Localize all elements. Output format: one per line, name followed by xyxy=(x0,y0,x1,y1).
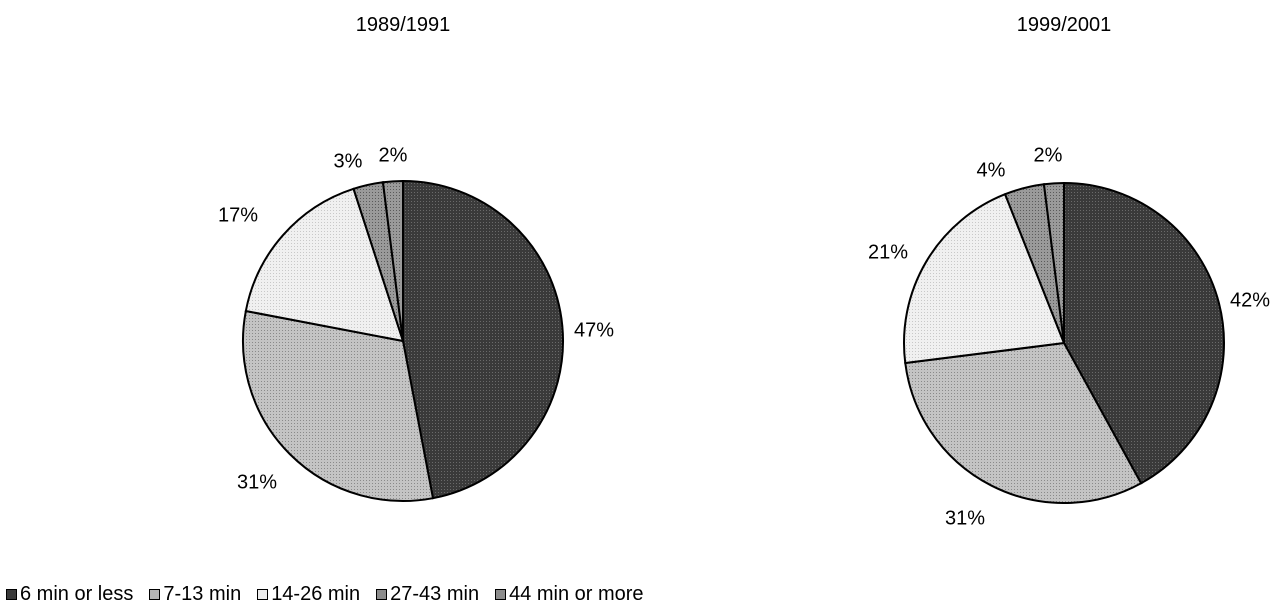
legend-label: 6 min or less xyxy=(20,582,134,605)
legend-swatch xyxy=(376,588,388,600)
legend-item: 7-13 min xyxy=(149,583,241,606)
pie-slice-label: 17% xyxy=(218,204,258,226)
legend-label: 14-26 min xyxy=(271,582,361,605)
legend-label: 7-13 min xyxy=(163,582,242,605)
legend-item: 27-43 min xyxy=(376,583,479,606)
legend-swatch xyxy=(149,588,161,600)
pie-slice-label: 4% xyxy=(977,159,1006,181)
legend-label: 27-43 min xyxy=(390,582,480,605)
pie-slice xyxy=(402,179,565,500)
pie-slice xyxy=(1063,181,1225,485)
legend-swatch xyxy=(495,588,507,600)
pie-slice xyxy=(244,187,405,343)
pie-slice-label: 2% xyxy=(1034,144,1063,166)
pie-slice-label: 2% xyxy=(379,144,408,166)
legend: 6 min or less 7-13 min 14-26 min 27-43 min 4… xyxy=(6,582,660,606)
pie-slice xyxy=(904,341,1143,504)
pie-title: 1989/1991 xyxy=(356,14,451,36)
pie-slice-label: 42% xyxy=(1230,289,1270,311)
pie-slice xyxy=(381,179,404,342)
pie-slice xyxy=(241,309,435,503)
pie-slice xyxy=(1042,181,1065,344)
legend-item: 44 min or more xyxy=(495,583,644,606)
pie-slice-label: 3% xyxy=(334,150,363,172)
pie-slice-label: 31% xyxy=(237,471,277,493)
pie-slice-label: 21% xyxy=(868,241,908,263)
pie-slice-label: 47% xyxy=(574,319,614,341)
pie-slice xyxy=(902,192,1066,365)
legend-swatch xyxy=(6,588,17,600)
pie-slice-label: 31% xyxy=(945,507,985,529)
legend-label: 44 min or more xyxy=(509,582,644,605)
pie-title: 1999/2001 xyxy=(1017,14,1112,36)
legend-item: 6 min or less xyxy=(6,583,133,606)
legend-item: 14-26 min xyxy=(257,583,360,606)
legend-swatch xyxy=(257,588,269,600)
